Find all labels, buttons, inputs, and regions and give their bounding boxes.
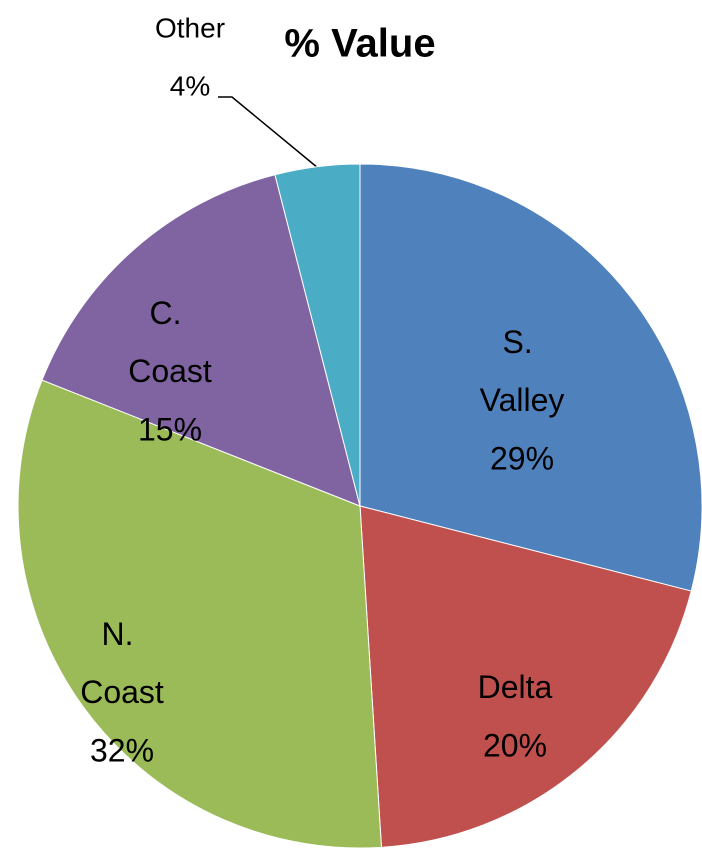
pie-slice — [359, 505, 692, 848]
slice-label: C. Coast — [128, 295, 212, 389]
chart-title: % Value — [284, 22, 435, 66]
pie-slice — [274, 163, 361, 507]
value-label: 32% — [90, 732, 154, 768]
slice-label: Delta — [478, 669, 553, 705]
value-label: 15% — [138, 411, 202, 447]
pie-slice — [41, 174, 361, 507]
slice-label: Other — [155, 12, 225, 43]
value-label: 20% — [483, 727, 547, 763]
value-label: 4% — [170, 70, 210, 101]
value-label: 29% — [490, 440, 554, 476]
pie-slice — [17, 379, 383, 848]
slice-label: S. Valley — [480, 324, 565, 418]
leader-line — [218, 96, 319, 169]
slice-label: N. Coast — [80, 616, 164, 710]
